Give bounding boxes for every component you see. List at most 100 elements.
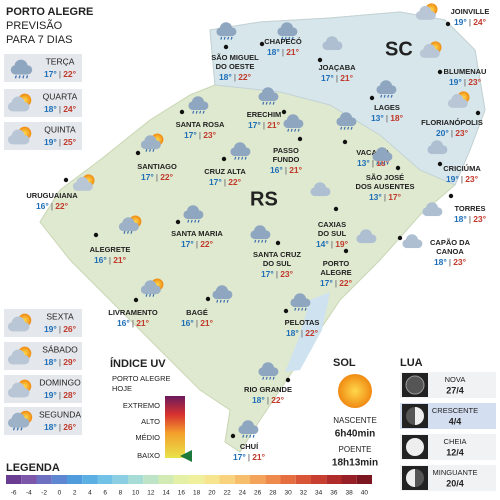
uv-level: BAIXO — [137, 451, 160, 460]
city-name: JOAÇABA — [318, 63, 356, 72]
legend-swatch — [326, 475, 342, 484]
city-name: DO SUL — [263, 259, 292, 268]
city-name: CRICIÚMA — [443, 164, 481, 173]
moon-phase: CRESCENTE — [432, 406, 478, 415]
city-dot — [445, 21, 451, 27]
legend-value: 32 — [300, 490, 308, 497]
separator: | — [224, 177, 226, 187]
legend-value: 0 — [58, 490, 62, 497]
legend-swatch — [280, 475, 296, 484]
legend-value: 30 — [285, 490, 293, 497]
day-name: SEXTA — [46, 311, 74, 321]
separator: | — [59, 324, 61, 334]
legend-value: 16 — [178, 490, 186, 497]
separator: | — [59, 69, 61, 79]
uv-title: ÍNDICE UV — [110, 357, 166, 370]
state-label: SC — [385, 38, 413, 60]
legend-swatch — [67, 475, 83, 484]
city-dot — [179, 109, 185, 115]
min-temp: 18° — [267, 47, 280, 57]
max-temp: 25° — [63, 137, 76, 147]
moon-phase: CHEIA — [444, 437, 467, 446]
separator: | — [199, 130, 201, 140]
moon-date: 27/4 — [446, 385, 464, 395]
city-dot — [283, 308, 289, 314]
separator: | — [59, 390, 61, 400]
min-temp: 16° — [36, 201, 49, 211]
city-name: SÃO MIGUEL — [211, 53, 259, 62]
weather-icon — [73, 174, 95, 190]
min-temp: 18° — [252, 395, 265, 405]
legend-swatch — [356, 475, 372, 484]
legend-swatch — [36, 475, 52, 484]
separator: | — [156, 172, 158, 182]
city-dot — [475, 110, 481, 116]
city-dot — [175, 219, 181, 225]
min-temp: 18° — [434, 257, 447, 267]
day-name: QUINTA — [44, 124, 76, 134]
min-temp: 16° — [94, 255, 107, 265]
max-temp: 22° — [339, 278, 352, 288]
city-name: URUGUAIANA — [26, 191, 78, 200]
day-name: SEGUNDA — [39, 409, 81, 419]
city-name: RIO GRANDE — [244, 385, 292, 394]
city-name: PELOTAS — [285, 318, 320, 327]
separator: | — [384, 192, 386, 202]
separator: | — [267, 395, 269, 405]
separator: | — [451, 128, 453, 138]
city-dot — [437, 161, 443, 167]
temperature: 17° | 22° — [320, 278, 353, 288]
temperature: 18° | 21° — [267, 47, 300, 57]
max-temp: 21° — [252, 452, 265, 462]
legend-value: -4 — [26, 490, 32, 497]
max-temp: 17° — [388, 192, 401, 202]
sun-panel: SOL NASCENTE 6h40min POENTE 18h13min — [332, 357, 378, 469]
uv-level: MÉDIO — [135, 433, 160, 442]
separator: | — [132, 318, 134, 328]
legend-value: 22 — [224, 490, 232, 497]
uv-subtitle: HOJE — [112, 384, 132, 393]
separator: | — [464, 77, 466, 87]
max-temp: 21° — [267, 120, 280, 130]
min-temp: 13° — [371, 113, 384, 123]
min-temp: 17° — [184, 130, 197, 140]
min-temp: 19° — [44, 390, 57, 400]
min-temp: 13° — [369, 192, 382, 202]
legend-value: -6 — [11, 490, 17, 497]
legend-swatch — [250, 475, 266, 484]
max-temp: 23° — [455, 128, 468, 138]
legend-swatch — [189, 475, 205, 484]
temperature: 19° | 28° — [44, 390, 77, 400]
city-name: LIVRAMENTO — [108, 308, 158, 317]
min-temp: 17° — [248, 120, 261, 130]
legend-value: -2 — [41, 490, 47, 497]
max-temp: 26° — [63, 324, 76, 334]
day-name: DOMINGO — [39, 377, 81, 387]
min-temp: 18° — [44, 422, 57, 432]
temperature: 17° | 23° — [261, 269, 294, 279]
temperature: 13° | 18° — [357, 158, 390, 168]
min-temp: 19° — [449, 77, 462, 87]
temperature: 13° | 18° — [371, 113, 404, 123]
temperature: 17° | 22° — [209, 177, 242, 187]
max-temp: 23° — [203, 130, 216, 140]
separator: | — [248, 452, 250, 462]
min-temp: 18° — [44, 357, 57, 367]
separator: | — [372, 158, 374, 168]
legend-value: 20 — [208, 490, 216, 497]
city-dot — [297, 136, 303, 142]
min-temp: 13° — [357, 158, 370, 168]
legend-swatch — [6, 475, 22, 484]
temperature: 18° | 22° — [252, 395, 285, 405]
separator: | — [469, 17, 471, 27]
temperature: 19° | 23° — [449, 77, 482, 87]
city-name: ALEGRE — [320, 268, 351, 277]
separator: | — [109, 255, 111, 265]
moon-lit — [406, 469, 415, 487]
max-temp: 21° — [286, 47, 299, 57]
city-name: PASSO — [273, 146, 299, 155]
max-temp: 21° — [340, 73, 353, 83]
separator: | — [59, 422, 61, 432]
max-temp: 22° — [63, 69, 76, 79]
